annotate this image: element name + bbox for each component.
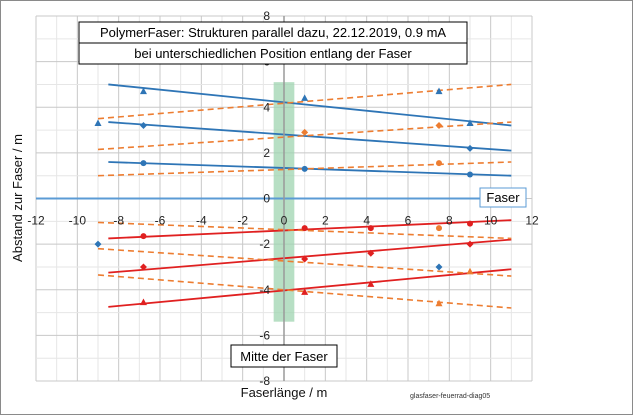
x-tick-label: -8 xyxy=(113,214,124,228)
chart-title: PolymerFaser: Strukturen parallel dazu, … xyxy=(100,25,446,40)
data-point xyxy=(436,160,442,167)
data-point xyxy=(435,122,443,129)
data-point xyxy=(367,249,375,257)
x-axis-label: Faserlänge / m xyxy=(241,385,328,400)
data-point xyxy=(140,233,147,240)
trend-line xyxy=(97,274,512,309)
data-point xyxy=(435,87,443,95)
data-point xyxy=(139,263,147,271)
trend-line xyxy=(97,161,512,177)
y-tick-label: -4 xyxy=(259,283,270,297)
data-point xyxy=(435,263,443,271)
data-point xyxy=(466,240,474,248)
y-tick-label: -8 xyxy=(259,374,270,388)
data-point xyxy=(139,122,147,129)
data-point xyxy=(436,225,442,232)
trend-line xyxy=(108,121,512,152)
y-tick-label: 2 xyxy=(263,146,270,160)
y-tick-label: 0 xyxy=(263,192,270,206)
trend-line xyxy=(97,221,512,240)
x-tick-label: -2 xyxy=(237,214,248,228)
data-point xyxy=(301,288,309,295)
x-tick-label: 10 xyxy=(484,214,498,228)
trend-line xyxy=(97,121,512,151)
y-axis-label: Abstand zur Faser / m xyxy=(10,134,25,262)
trend-line xyxy=(97,247,512,277)
data-point xyxy=(301,225,308,232)
x-tick-label: 12 xyxy=(525,214,539,228)
fiber-label-box xyxy=(479,187,527,208)
data-point xyxy=(94,119,102,127)
data-point xyxy=(435,299,443,307)
data-points xyxy=(94,87,474,307)
data-point xyxy=(140,160,147,167)
trend-line xyxy=(108,238,512,274)
data-point xyxy=(139,87,147,95)
x-tick-label: 4 xyxy=(363,214,370,228)
trend-line xyxy=(97,83,512,120)
data-point xyxy=(301,165,308,172)
data-point xyxy=(466,119,474,127)
x-tick-label: -10 xyxy=(69,214,87,228)
data-point xyxy=(301,94,309,101)
x-tick-label: 8 xyxy=(446,214,453,228)
chart-subtitle: bei unterschiedlichen Position entlang d… xyxy=(134,46,412,61)
x-tick-label: 0 xyxy=(281,214,288,228)
data-point xyxy=(301,255,309,263)
title-box-2 xyxy=(78,42,468,65)
footer-note: glasfaser-feuerrad-diag05 xyxy=(410,393,490,400)
x-tick-label: -6 xyxy=(155,214,166,228)
center-label: Mitte der Faser xyxy=(240,349,328,364)
data-point xyxy=(94,240,102,248)
data-point xyxy=(467,220,473,227)
x-tick-label: 2 xyxy=(322,214,329,228)
fiber-label: Faser xyxy=(486,190,520,205)
x-tick-label: -4 xyxy=(196,214,207,228)
y-tick-label: 8 xyxy=(263,9,270,23)
trend-line xyxy=(108,219,512,240)
data-point xyxy=(139,298,147,306)
data-point xyxy=(466,267,474,275)
data-point xyxy=(467,171,473,178)
y-tick-label: 4 xyxy=(263,100,270,114)
data-point xyxy=(301,128,309,136)
x-tick-label: 6 xyxy=(405,214,412,228)
trend-line xyxy=(108,83,512,127)
data-point xyxy=(367,280,375,287)
trend-line xyxy=(108,268,512,308)
data-point xyxy=(367,225,374,232)
data-point xyxy=(466,144,474,152)
center-label-box xyxy=(230,344,338,368)
x-tick-label: -12 xyxy=(27,214,45,228)
y-tick-label: -2 xyxy=(259,237,270,251)
y-tick-label: -6 xyxy=(259,328,270,342)
x-tick-labels: -12 -10 -8 -6 -4 -2 0 2 4 6 8 10 12 xyxy=(27,214,539,228)
trend-lines xyxy=(97,83,512,309)
